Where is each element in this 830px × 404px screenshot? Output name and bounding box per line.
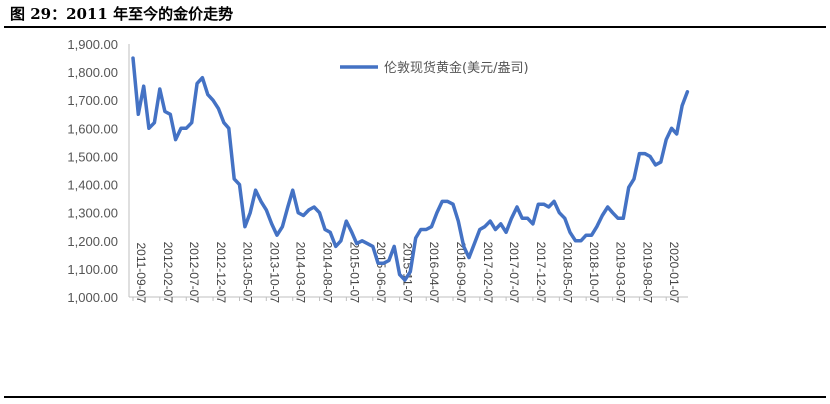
- y-tick-label: 1,200.00: [67, 234, 118, 249]
- plot-area: [131, 56, 690, 282]
- x-tick-label: 2013-05-07: [240, 242, 254, 304]
- x-tick-label: 2016-04-07: [427, 242, 441, 304]
- x-tick-label: 2015-01-07: [347, 242, 361, 304]
- y-tick-label: 1,400.00: [67, 178, 118, 193]
- x-tick-label: 2019-03-07: [614, 242, 628, 304]
- x-tick-label: 2018-10-07: [587, 242, 601, 304]
- y-tick-label: 1,300.00: [67, 206, 118, 221]
- y-tick-label: 1,600.00: [67, 121, 118, 136]
- x-tick-label: 2013-10-07: [267, 242, 281, 304]
- y-tick-label: 1,100.00: [67, 262, 118, 277]
- y-tick-label: 1,800.00: [67, 65, 118, 80]
- x-tick-label: 2016-09-07: [454, 242, 468, 304]
- series-line-0: [131, 56, 690, 282]
- x-tick-label: 2012-07-07: [187, 242, 201, 304]
- x-tick-label: 2017-02-07: [481, 242, 495, 304]
- y-tick-label: 1,500.00: [67, 149, 118, 164]
- x-tick-label: 2011-09-07: [134, 243, 148, 304]
- x-axis: 2011-09-07 2012-02-07 2012-07-07 2012-12-07…: [129, 242, 688, 304]
- x-tick-label: 2014-08-07: [321, 242, 335, 304]
- x-tick-label: 2018-05-07: [560, 242, 574, 304]
- x-tick-label: 2017-12-07: [534, 242, 548, 304]
- y-tick-label: 1,000.00: [67, 290, 118, 305]
- x-tick-label: 2014-03-07: [294, 242, 308, 304]
- y-tick-label: 1,900.00: [67, 37, 118, 52]
- y-axis: 1,000.00 1,100.00 1,200.00 1,300.00 1,400.00…: [67, 37, 130, 305]
- legend-label: 伦敦现货黄金(美元/盎司): [384, 60, 529, 76]
- x-tick-label: 2017-07-07: [507, 242, 521, 304]
- x-tick-label: 2020-01-07: [667, 242, 681, 304]
- y-tick-label: 1,700.00: [67, 93, 118, 108]
- figure-title: 图 29：2011 年至今的金价走势: [10, 5, 234, 23]
- x-tick-label: 2012-12-07: [214, 242, 228, 304]
- x-tick-label: 2012-02-07: [161, 242, 175, 304]
- top-rule: [4, 26, 826, 28]
- x-tick-label: 2019-08-07: [640, 242, 654, 304]
- legend: 伦敦现货黄金(美元/盎司): [340, 60, 529, 76]
- bottom-rule: [4, 396, 826, 398]
